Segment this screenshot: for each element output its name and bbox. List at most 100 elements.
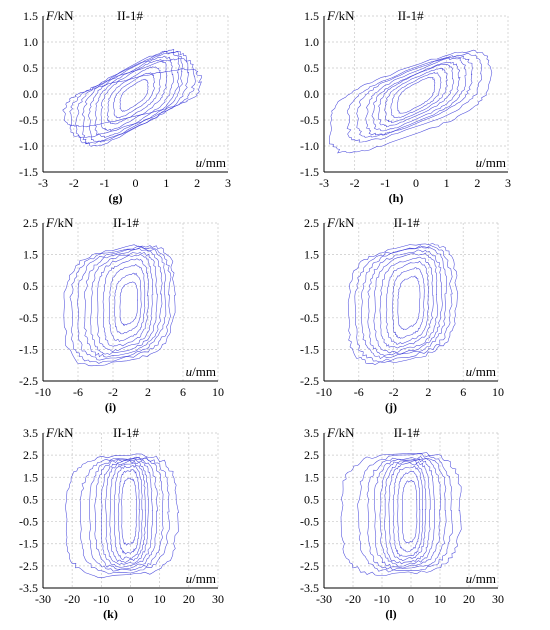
x-tick-label: 2 bbox=[474, 176, 480, 190]
x-tick-label: -2 bbox=[350, 176, 360, 190]
y-axis-label: F/kN bbox=[326, 215, 355, 230]
x-axis-label: u/mm bbox=[186, 364, 216, 379]
hysteresis-loop bbox=[105, 460, 149, 565]
y-tick-label: -0.5 bbox=[300, 515, 319, 529]
hysteresis-loops bbox=[63, 244, 176, 367]
y-tick-label: -0.5 bbox=[19, 113, 38, 127]
x-tick-label: -30 bbox=[35, 592, 51, 606]
hysteresis-loop bbox=[397, 76, 436, 114]
x-tick-label: -2 bbox=[389, 385, 399, 399]
y-tick-label: -0.5 bbox=[19, 515, 38, 529]
hysteresis-loops bbox=[65, 453, 179, 579]
x-axis-label: u/mm bbox=[186, 571, 216, 586]
hysteresis-loop bbox=[69, 58, 196, 138]
x-tick-label: 0 bbox=[133, 176, 139, 190]
hysteresis-loop bbox=[81, 49, 183, 147]
x-axis-label: u/mm bbox=[466, 364, 496, 379]
y-axis-label: F/kN bbox=[326, 425, 355, 440]
hysteresis-loop bbox=[366, 456, 447, 571]
x-tick-label: -20 bbox=[64, 592, 80, 606]
x-tick-label: 3 bbox=[225, 176, 231, 190]
panel-caption: (l) bbox=[385, 607, 396, 621]
chart-panel-j: -10 -6 -2 2 6 10 -2.5 -1.5 -0.5 0.5 1.5 2.5 F/kN u/mm… bbox=[300, 215, 504, 414]
y-tick-label: -1.5 bbox=[19, 342, 38, 356]
panel-caption: (g) bbox=[109, 191, 123, 205]
panel-caption: (h) bbox=[389, 191, 404, 205]
y-tick-label: 0.5 bbox=[23, 61, 38, 75]
y-tick-label: 0.5 bbox=[23, 279, 38, 293]
hysteresis-loop bbox=[397, 471, 421, 553]
y-tick-label: -0.5 bbox=[300, 113, 319, 127]
x-tick-label: 20 bbox=[463, 592, 475, 606]
y-tick-label: -0.5 bbox=[300, 311, 319, 325]
hysteresis-loop bbox=[118, 469, 140, 555]
x-tick-label: 0 bbox=[408, 592, 414, 606]
panel-caption: (i) bbox=[105, 400, 116, 414]
chart-panel-k: -30 -20 -10 0 10 20 30 -3.5 -2.5 -1.5 -0.5 0.5 1.5 2.… bbox=[19, 425, 224, 621]
hysteresis-loop bbox=[354, 244, 453, 363]
specimen-label: II-1# bbox=[113, 425, 139, 440]
x-tick-label: -2 bbox=[69, 176, 79, 190]
y-tick-label: -1.5 bbox=[300, 342, 319, 356]
hysteresis-loops bbox=[347, 243, 459, 366]
hysteresis-loop bbox=[392, 465, 424, 557]
x-tick-label: 10 bbox=[492, 385, 504, 399]
x-tick-label: -6 bbox=[354, 385, 364, 399]
hysteresis-loop bbox=[83, 248, 163, 358]
specimen-label: II-1# bbox=[113, 215, 139, 230]
hysteresis-loop bbox=[397, 275, 421, 331]
specimen-label: II-1# bbox=[394, 215, 420, 230]
y-tick-label: -0.5 bbox=[19, 311, 38, 325]
x-tick-label: 6 bbox=[180, 385, 186, 399]
y-tick-label: 2.5 bbox=[304, 448, 319, 462]
hysteresis-loop bbox=[365, 57, 467, 136]
chart-panel-h: -3 -2 -1 0 1 2 3 -1.5 -1.0 -0.5 0.0 0.5 1.0 1.5 F/kN u/… bbox=[300, 8, 511, 205]
y-tick-label: -3.5 bbox=[300, 581, 319, 595]
hysteresis-loop bbox=[114, 272, 142, 335]
x-tick-label: -10 bbox=[93, 592, 109, 606]
y-tick-label: 0.5 bbox=[304, 61, 319, 75]
x-tick-label: 3 bbox=[505, 176, 511, 190]
hysteresis-loop bbox=[361, 246, 447, 359]
x-tick-label: 30 bbox=[492, 592, 504, 606]
hysteresis-loop bbox=[392, 267, 425, 339]
y-tick-label: 2.5 bbox=[23, 216, 38, 230]
hysteresis-loop bbox=[379, 458, 436, 567]
y-tick-label: 1.5 bbox=[23, 248, 38, 262]
x-tick-label: 10 bbox=[434, 592, 446, 606]
hysteresis-loop bbox=[390, 72, 442, 119]
y-tick-label: 1.5 bbox=[304, 248, 319, 262]
y-axis-label: F/kN bbox=[45, 425, 74, 440]
x-tick-label: -1 bbox=[100, 176, 110, 190]
x-tick-label: -10 bbox=[35, 385, 51, 399]
hysteresis-loop bbox=[401, 479, 418, 544]
x-tick-label: 30 bbox=[212, 592, 224, 606]
x-tick-label: -3 bbox=[38, 176, 48, 190]
hysteresis-loop bbox=[77, 247, 167, 361]
hysteresis-loop bbox=[357, 453, 453, 573]
specimen-label: II-1# bbox=[394, 425, 420, 440]
hysteresis-loop bbox=[329, 49, 493, 154]
x-tick-label: 10 bbox=[154, 592, 166, 606]
y-tick-label: -1.0 bbox=[19, 139, 38, 153]
hysteresis-loop bbox=[367, 249, 443, 356]
y-tick-label: 0.0 bbox=[23, 87, 38, 101]
hysteresis-loop bbox=[119, 78, 149, 112]
x-tick-label: 10 bbox=[212, 385, 224, 399]
y-tick-label: 3.5 bbox=[304, 426, 319, 440]
hysteresis-loop bbox=[97, 254, 154, 353]
hysteresis-loop bbox=[75, 51, 190, 145]
y-tick-label: 1.0 bbox=[23, 35, 38, 49]
hysteresis-loop bbox=[113, 72, 155, 119]
x-tick-label: 1 bbox=[163, 176, 169, 190]
x-tick-label: 0 bbox=[128, 592, 134, 606]
hysteresis-loop bbox=[79, 456, 170, 575]
y-tick-label: -3.5 bbox=[19, 581, 38, 595]
chart-panel-g: -3 -2 -1 0 1 2 3 -1.5 -1.0 -0.5 0.0 0.5 1.0 1.5 F/kN u/… bbox=[19, 8, 231, 205]
x-axis-label: u/mm bbox=[466, 571, 496, 586]
y-tick-label: -2.5 bbox=[300, 374, 319, 388]
y-tick-label: 2.5 bbox=[23, 448, 38, 462]
x-tick-label: 0 bbox=[413, 176, 419, 190]
panel-caption: (j) bbox=[385, 400, 397, 414]
